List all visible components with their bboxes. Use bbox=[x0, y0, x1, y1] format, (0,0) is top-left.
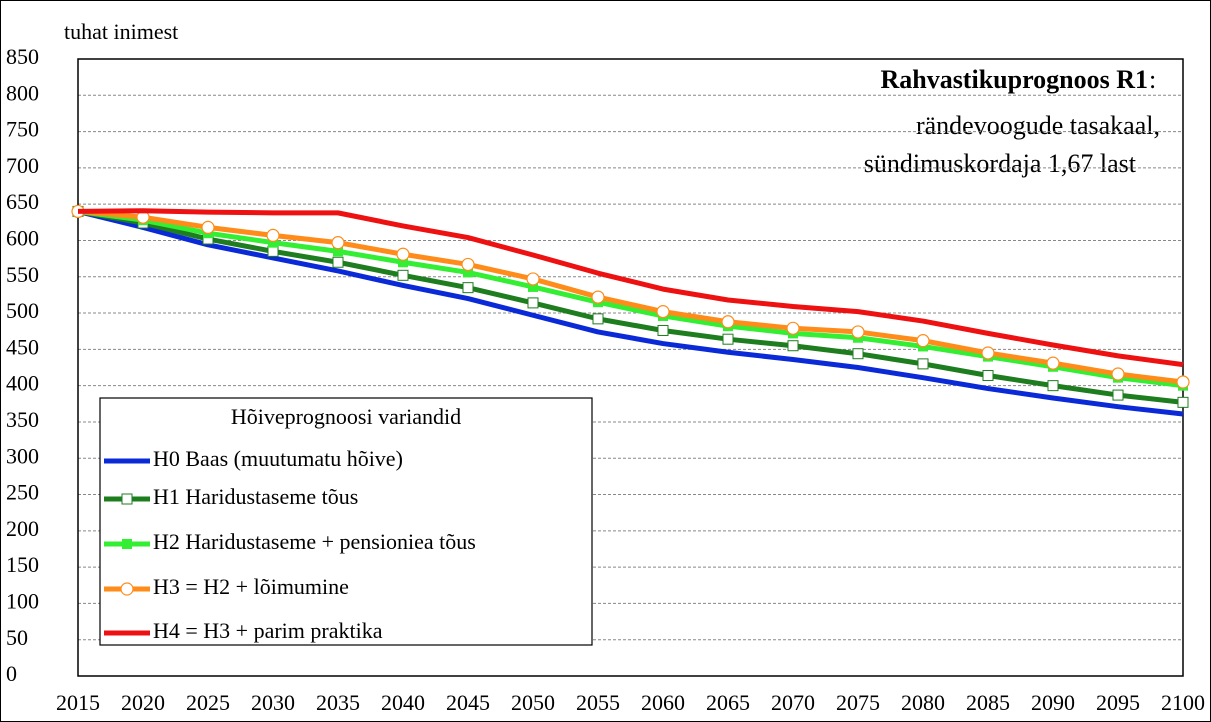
x-tick-label: 2035 bbox=[316, 690, 360, 715]
y-tick-label: 400 bbox=[6, 371, 39, 396]
y-tick-label: 650 bbox=[6, 189, 39, 214]
y-tick-label: 100 bbox=[6, 588, 39, 613]
y-tick-label: 500 bbox=[6, 298, 39, 323]
marker bbox=[917, 358, 929, 370]
marker bbox=[526, 272, 540, 286]
marker bbox=[656, 305, 670, 319]
marker bbox=[916, 334, 930, 348]
marker bbox=[201, 220, 215, 235]
marker bbox=[333, 246, 343, 257]
subtitle: sündimuskordaja 1,67 last bbox=[864, 149, 1137, 178]
x-tick-label: 2050 bbox=[511, 690, 555, 715]
series-line bbox=[77, 208, 1184, 368]
marker bbox=[786, 321, 800, 335]
marker bbox=[591, 290, 605, 304]
x-tick-label: 2075 bbox=[836, 690, 880, 715]
marker bbox=[267, 245, 279, 257]
y-axis-label: tuhat inimest bbox=[64, 19, 178, 44]
plot-area bbox=[77, 58, 1184, 677]
marker bbox=[528, 281, 538, 292]
legend-label: H1 Haridustaseme tõus bbox=[153, 484, 358, 509]
marker bbox=[462, 282, 474, 294]
chart-title-suffix: : bbox=[1149, 65, 1156, 94]
x-tick-label: 2095 bbox=[1096, 690, 1140, 715]
x-tick-label: 2040 bbox=[381, 690, 425, 715]
marker bbox=[527, 297, 539, 309]
x-tick-label: 2060 bbox=[641, 690, 685, 715]
y-tick-label: 300 bbox=[6, 443, 39, 468]
x-tick-label: 2070 bbox=[771, 690, 815, 715]
marker bbox=[398, 257, 408, 268]
x-tick-label: 2020 bbox=[121, 690, 165, 715]
series-line bbox=[77, 208, 1184, 385]
y-tick-label: 250 bbox=[6, 480, 39, 505]
y-tick-label: 850 bbox=[6, 44, 39, 69]
x-tick-label: 2015 bbox=[56, 690, 100, 715]
chart-title: Rahvastikuprognoos R1 bbox=[880, 65, 1148, 94]
x-tick-label: 2025 bbox=[186, 690, 230, 715]
x-tick-label: 2065 bbox=[706, 690, 750, 715]
x-tick-label: 2085 bbox=[966, 690, 1010, 715]
x-tick-label: 2045 bbox=[446, 690, 490, 715]
marker bbox=[592, 313, 604, 325]
marker bbox=[722, 333, 734, 345]
series-line bbox=[77, 208, 1184, 389]
marker bbox=[1112, 389, 1124, 401]
marker bbox=[851, 325, 865, 339]
marker bbox=[1111, 367, 1125, 381]
series-line bbox=[77, 209, 1184, 417]
y-tick-label: 50 bbox=[6, 625, 28, 650]
y-tick-label: 200 bbox=[6, 516, 39, 541]
marker bbox=[721, 315, 735, 329]
series-line bbox=[77, 208, 1184, 405]
y-tick-label: 600 bbox=[6, 226, 39, 251]
legend-box bbox=[99, 397, 593, 646]
legend-title: Hõiveprognoosi variandid bbox=[231, 404, 461, 429]
y-tick-label: 700 bbox=[6, 153, 39, 178]
marker bbox=[122, 539, 132, 549]
marker bbox=[787, 340, 799, 352]
marker bbox=[396, 247, 410, 261]
marker bbox=[463, 267, 473, 278]
legend-label: H2 Haridustaseme + pensioniea tõus bbox=[153, 529, 476, 554]
marker bbox=[1046, 356, 1060, 370]
marker bbox=[120, 582, 134, 596]
x-tick-label: 2055 bbox=[576, 690, 620, 715]
y-tick-label: 150 bbox=[6, 552, 39, 577]
marker bbox=[268, 237, 278, 248]
x-tick-label: 2030 bbox=[251, 690, 295, 715]
marker bbox=[982, 369, 994, 381]
y-tick-label: 0 bbox=[6, 661, 17, 686]
marker bbox=[331, 236, 345, 250]
marker bbox=[657, 324, 669, 336]
x-tick-label: 2080 bbox=[901, 690, 945, 715]
y-tick-label: 750 bbox=[6, 117, 39, 142]
marker bbox=[981, 346, 995, 360]
legend-label: H0 Baas (muutumatu hõive) bbox=[153, 446, 403, 471]
y-tick-label: 800 bbox=[6, 80, 39, 105]
x-tick-label: 2090 bbox=[1031, 690, 1075, 715]
legend-label: H3 = H2 + lõimumine bbox=[153, 574, 349, 599]
marker bbox=[266, 228, 280, 242]
y-tick-label: 350 bbox=[6, 407, 39, 432]
marker bbox=[1047, 380, 1059, 392]
subtitle: rändevoogude tasakaal, bbox=[916, 111, 1160, 140]
y-tick-label: 550 bbox=[6, 262, 39, 287]
marker bbox=[461, 257, 475, 272]
marker bbox=[1176, 375, 1190, 389]
marker bbox=[332, 256, 344, 268]
marker bbox=[852, 348, 864, 360]
marker bbox=[397, 269, 409, 281]
y-tick-label: 450 bbox=[6, 334, 39, 359]
marker bbox=[121, 493, 133, 505]
x-tick-label: 2100 bbox=[1161, 690, 1205, 715]
marker bbox=[1177, 396, 1189, 408]
legend-label: H4 = H3 + parim praktika bbox=[153, 618, 383, 643]
